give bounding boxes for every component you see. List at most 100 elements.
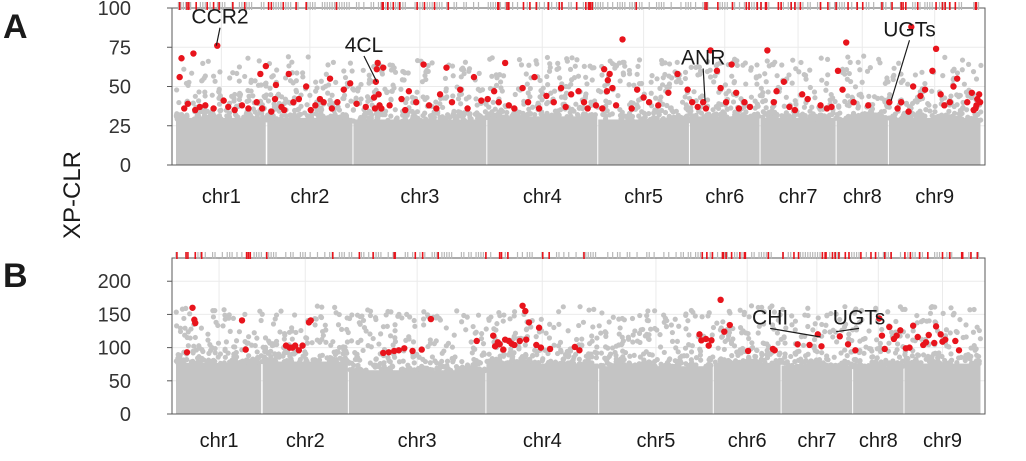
background-point xyxy=(354,312,361,318)
background-point xyxy=(783,110,789,116)
background-point xyxy=(272,351,278,357)
background-point xyxy=(741,309,748,315)
highlight-point xyxy=(612,102,620,109)
highlight-point xyxy=(258,105,266,112)
background-point xyxy=(273,338,280,344)
highlight-point xyxy=(645,99,653,106)
background-point xyxy=(664,102,670,109)
background-point xyxy=(566,84,572,90)
background-point xyxy=(666,73,672,79)
background-point xyxy=(720,109,726,115)
background-point xyxy=(275,91,282,97)
background-point xyxy=(209,344,215,351)
background-point xyxy=(557,360,563,367)
background-point xyxy=(704,97,711,103)
background-point xyxy=(714,320,720,326)
background-point xyxy=(318,78,324,84)
background-point xyxy=(658,107,665,114)
annotation-leader-line xyxy=(702,68,706,101)
background-point xyxy=(420,316,427,322)
background-point xyxy=(485,114,491,120)
background-point xyxy=(448,367,454,373)
background-point xyxy=(303,356,309,362)
highlight-point xyxy=(436,91,444,98)
background-point xyxy=(299,70,306,76)
background-point xyxy=(942,54,948,60)
background-point xyxy=(810,111,816,117)
background-point xyxy=(216,114,223,120)
background-point xyxy=(412,368,418,374)
highlight-point xyxy=(484,95,491,103)
background-point xyxy=(708,362,714,368)
background-point xyxy=(970,329,977,335)
background-point-mass xyxy=(348,370,486,414)
background-point xyxy=(943,112,949,118)
background-point xyxy=(507,316,513,322)
background-point xyxy=(871,360,877,366)
panel-a-label: A xyxy=(3,8,28,46)
background-point xyxy=(876,112,882,119)
background-point xyxy=(925,353,931,359)
background-point xyxy=(616,316,622,322)
background-point xyxy=(235,114,241,121)
background-point xyxy=(297,111,304,117)
annotation-leader-line xyxy=(363,55,378,83)
highlight-point xyxy=(914,333,921,341)
highlight-point xyxy=(674,70,681,78)
background-point xyxy=(762,98,769,104)
background-point xyxy=(689,113,696,119)
background-point xyxy=(188,359,194,365)
background-point xyxy=(547,321,553,327)
highlight-point xyxy=(932,323,940,330)
background-point xyxy=(612,349,618,356)
highlight-point xyxy=(238,102,246,109)
background-point xyxy=(954,360,960,366)
background-point xyxy=(530,104,536,110)
background-point xyxy=(263,357,269,363)
background-point xyxy=(740,112,746,118)
background-point xyxy=(395,313,401,319)
background-point xyxy=(558,107,564,113)
background-point xyxy=(862,363,868,369)
background-point xyxy=(844,353,850,359)
background-point xyxy=(684,353,690,359)
background-point xyxy=(587,340,593,347)
background-point xyxy=(682,69,689,75)
background-point xyxy=(586,359,592,365)
highlight-point xyxy=(909,322,917,329)
background-point xyxy=(634,102,640,108)
background-point xyxy=(486,104,492,110)
highlight-point xyxy=(665,89,672,96)
background-point xyxy=(246,353,252,359)
background-point xyxy=(518,62,525,68)
background-point xyxy=(236,64,243,70)
background-point xyxy=(639,109,645,115)
background-point xyxy=(803,357,809,364)
background-point xyxy=(910,328,916,334)
background-point xyxy=(269,342,275,349)
background-point xyxy=(946,108,952,114)
background-point xyxy=(775,317,781,323)
highlight-point xyxy=(952,337,959,345)
background-point xyxy=(649,73,655,79)
background-point xyxy=(805,323,811,330)
background-point xyxy=(454,308,460,314)
background-point xyxy=(444,362,450,369)
background-point xyxy=(932,319,938,325)
background-point xyxy=(450,93,456,99)
highlight-point xyxy=(655,102,662,109)
background-point xyxy=(793,66,799,72)
background-point xyxy=(861,53,867,59)
background-points xyxy=(173,53,984,165)
background-point xyxy=(400,358,406,364)
background-point xyxy=(421,322,427,328)
background-point-mass xyxy=(781,365,853,414)
background-point xyxy=(963,322,969,328)
background-point xyxy=(699,314,705,320)
highlight-point xyxy=(413,99,420,106)
background-point-mass xyxy=(836,117,888,165)
background-point xyxy=(285,54,291,60)
background-point-mass xyxy=(713,362,781,414)
background-point xyxy=(707,357,714,363)
background-point xyxy=(668,322,674,328)
